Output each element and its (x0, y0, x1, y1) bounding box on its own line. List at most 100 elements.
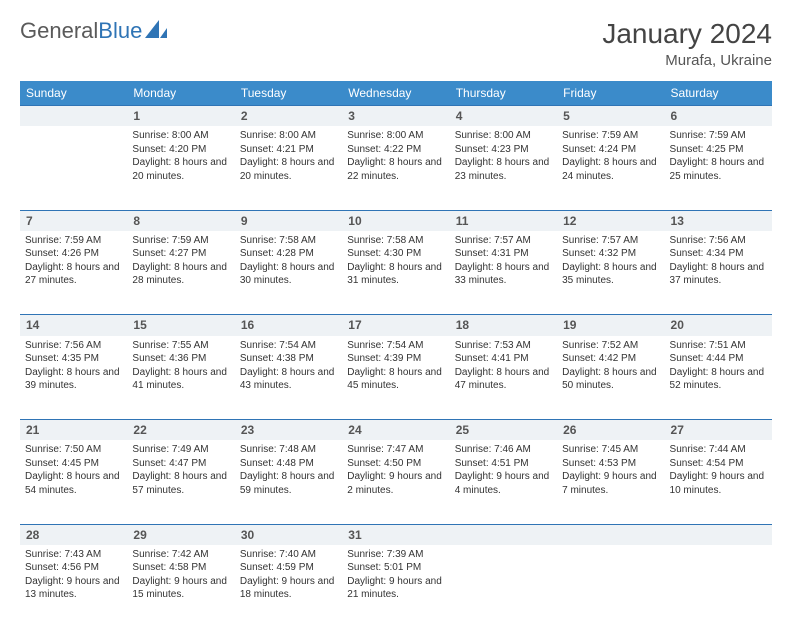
day-cell: Sunrise: 8:00 AMSunset: 4:22 PMDaylight:… (342, 126, 449, 210)
brand-part1: General (20, 18, 98, 44)
day-cell: Sunrise: 8:00 AMSunset: 4:21 PMDaylight:… (235, 126, 342, 210)
sunrise-text: Sunrise: 8:00 AM (240, 129, 337, 143)
day-number: 5 (557, 106, 664, 127)
day-number: 22 (127, 420, 234, 441)
day-number (450, 524, 557, 545)
day-number: 31 (342, 524, 449, 545)
daylight-text: Daylight: 8 hours and 20 minutes. (240, 156, 337, 183)
day-cell: Sunrise: 7:57 AMSunset: 4:32 PMDaylight:… (557, 231, 664, 315)
sunrise-text: Sunrise: 7:57 AM (455, 234, 552, 248)
info-row: Sunrise: 7:56 AMSunset: 4:35 PMDaylight:… (20, 336, 772, 420)
day-cell (20, 126, 127, 210)
day-cell: Sunrise: 7:54 AMSunset: 4:39 PMDaylight:… (342, 336, 449, 420)
day-number: 21 (20, 420, 127, 441)
sunrise-text: Sunrise: 7:49 AM (132, 443, 229, 457)
sunrise-text: Sunrise: 7:47 AM (347, 443, 444, 457)
sunrise-text: Sunrise: 7:56 AM (25, 339, 122, 353)
daylight-text: Daylight: 8 hours and 33 minutes. (455, 261, 552, 288)
weekday-header: Wednesday (342, 81, 449, 106)
day-number: 10 (342, 210, 449, 231)
day-cell (450, 545, 557, 629)
day-cell: Sunrise: 7:59 AMSunset: 4:24 PMDaylight:… (557, 126, 664, 210)
daylight-text: Daylight: 9 hours and 10 minutes. (670, 470, 767, 497)
daylight-text: Daylight: 8 hours and 22 minutes. (347, 156, 444, 183)
daylight-text: Daylight: 8 hours and 50 minutes. (562, 366, 659, 393)
daylight-text: Daylight: 8 hours and 30 minutes. (240, 261, 337, 288)
sunset-text: Sunset: 4:27 PM (132, 247, 229, 261)
weekday-header: Tuesday (235, 81, 342, 106)
sunset-text: Sunset: 4:30 PM (347, 247, 444, 261)
day-cell: Sunrise: 7:53 AMSunset: 4:41 PMDaylight:… (450, 336, 557, 420)
sunrise-text: Sunrise: 7:59 AM (25, 234, 122, 248)
day-cell: Sunrise: 7:49 AMSunset: 4:47 PMDaylight:… (127, 440, 234, 524)
sunset-text: Sunset: 4:47 PM (132, 457, 229, 471)
day-number: 29 (127, 524, 234, 545)
sunset-text: Sunset: 4:42 PM (562, 352, 659, 366)
daylight-text: Daylight: 8 hours and 57 minutes. (132, 470, 229, 497)
sunrise-text: Sunrise: 7:46 AM (455, 443, 552, 457)
daynum-row: 78910111213 (20, 210, 772, 231)
day-cell: Sunrise: 7:52 AMSunset: 4:42 PMDaylight:… (557, 336, 664, 420)
day-cell: Sunrise: 7:44 AMSunset: 4:54 PMDaylight:… (665, 440, 772, 524)
day-cell: Sunrise: 7:59 AMSunset: 4:26 PMDaylight:… (20, 231, 127, 315)
title-block: January 2024 Murafa, Ukraine (602, 18, 772, 69)
header: GeneralBlue January 2024 Murafa, Ukraine (20, 18, 772, 69)
sunset-text: Sunset: 4:50 PM (347, 457, 444, 471)
brand-part2: Blue (98, 18, 142, 44)
day-cell: Sunrise: 7:58 AMSunset: 4:28 PMDaylight:… (235, 231, 342, 315)
daylight-text: Daylight: 8 hours and 25 minutes. (670, 156, 767, 183)
day-number: 16 (235, 315, 342, 336)
day-number: 24 (342, 420, 449, 441)
logo-sail-icon (145, 18, 167, 44)
sunrise-text: Sunrise: 7:45 AM (562, 443, 659, 457)
daynum-row: 28293031 (20, 524, 772, 545)
day-cell: Sunrise: 8:00 AMSunset: 4:23 PMDaylight:… (450, 126, 557, 210)
sunrise-text: Sunrise: 7:59 AM (670, 129, 767, 143)
daylight-text: Daylight: 9 hours and 18 minutes. (240, 575, 337, 602)
day-cell: Sunrise: 7:42 AMSunset: 4:58 PMDaylight:… (127, 545, 234, 629)
weekday-header: Sunday (20, 81, 127, 106)
day-cell: Sunrise: 8:00 AMSunset: 4:20 PMDaylight:… (127, 126, 234, 210)
sunset-text: Sunset: 4:56 PM (25, 561, 122, 575)
sunset-text: Sunset: 4:58 PM (132, 561, 229, 575)
day-number (665, 524, 772, 545)
daylight-text: Daylight: 8 hours and 37 minutes. (670, 261, 767, 288)
sunrise-text: Sunrise: 7:59 AM (132, 234, 229, 248)
day-number: 18 (450, 315, 557, 336)
day-number: 26 (557, 420, 664, 441)
sunset-text: Sunset: 4:34 PM (670, 247, 767, 261)
daylight-text: Daylight: 8 hours and 54 minutes. (25, 470, 122, 497)
daylight-text: Daylight: 8 hours and 20 minutes. (132, 156, 229, 183)
sunrise-text: Sunrise: 7:42 AM (132, 548, 229, 562)
sunrise-text: Sunrise: 7:44 AM (670, 443, 767, 457)
sunrise-text: Sunrise: 7:48 AM (240, 443, 337, 457)
sunset-text: Sunset: 4:48 PM (240, 457, 337, 471)
weekday-header: Thursday (450, 81, 557, 106)
sunset-text: Sunset: 4:20 PM (132, 143, 229, 157)
sunset-text: Sunset: 4:23 PM (455, 143, 552, 157)
day-number: 1 (127, 106, 234, 127)
daylight-text: Daylight: 9 hours and 4 minutes. (455, 470, 552, 497)
sunset-text: Sunset: 4:32 PM (562, 247, 659, 261)
day-cell: Sunrise: 7:47 AMSunset: 4:50 PMDaylight:… (342, 440, 449, 524)
day-number: 11 (450, 210, 557, 231)
day-cell: Sunrise: 7:55 AMSunset: 4:36 PMDaylight:… (127, 336, 234, 420)
sunrise-text: Sunrise: 7:51 AM (670, 339, 767, 353)
weekday-header-row: Sunday Monday Tuesday Wednesday Thursday… (20, 81, 772, 106)
sunset-text: Sunset: 4:59 PM (240, 561, 337, 575)
sunset-text: Sunset: 4:51 PM (455, 457, 552, 471)
day-number: 25 (450, 420, 557, 441)
day-cell: Sunrise: 7:56 AMSunset: 4:34 PMDaylight:… (665, 231, 772, 315)
day-number: 8 (127, 210, 234, 231)
daylight-text: Daylight: 9 hours and 7 minutes. (562, 470, 659, 497)
day-cell: Sunrise: 7:48 AMSunset: 4:48 PMDaylight:… (235, 440, 342, 524)
sunrise-text: Sunrise: 7:55 AM (132, 339, 229, 353)
day-number: 23 (235, 420, 342, 441)
daylight-text: Daylight: 8 hours and 23 minutes. (455, 156, 552, 183)
weekday-header: Friday (557, 81, 664, 106)
sunrise-text: Sunrise: 7:59 AM (562, 129, 659, 143)
sunset-text: Sunset: 4:31 PM (455, 247, 552, 261)
info-row: Sunrise: 7:50 AMSunset: 4:45 PMDaylight:… (20, 440, 772, 524)
day-cell (557, 545, 664, 629)
daylight-text: Daylight: 8 hours and 43 minutes. (240, 366, 337, 393)
